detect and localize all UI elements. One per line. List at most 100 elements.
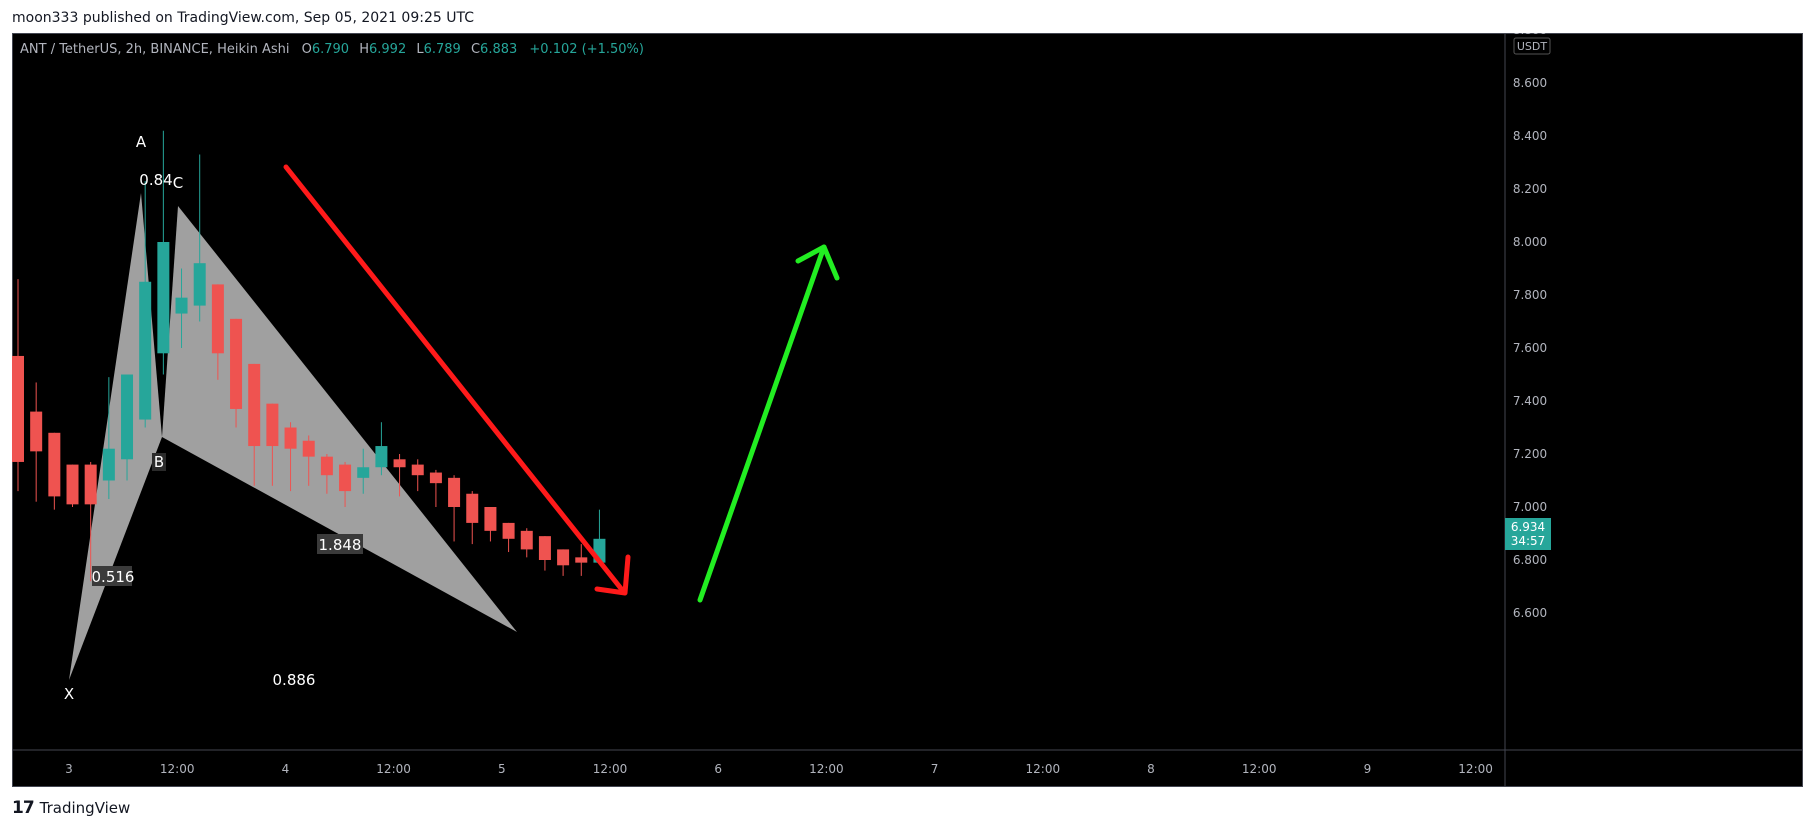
time-tick-4: 5 (498, 762, 506, 776)
candle-19 (357, 448, 370, 494)
candles-group (12, 130, 606, 582)
time-tick-12: 9 (1364, 762, 1372, 776)
legend-open: 6.790 (312, 42, 349, 57)
pattern-triangle-bcd (162, 206, 517, 632)
time-tick-1: 12:00 (160, 762, 195, 776)
candle-11 (211, 284, 224, 380)
last-price: 6.934 (1511, 520, 1545, 534)
price-tick-0: 8.800 (1513, 33, 1547, 37)
legend-symbol: ANT / TetherUS, 2h, BINANCE, Heikin Ashi (20, 42, 289, 57)
ratio-bd-label: 1.848 (319, 536, 362, 554)
last-price-badge (1505, 518, 1551, 550)
candle-9 (175, 268, 188, 348)
point-c-label: C (173, 174, 183, 192)
candle-12 (230, 318, 243, 428)
published-caption: moon333 published on TradingView.com, Se… (12, 10, 474, 26)
ratio-xb-label: 0.516 (92, 568, 135, 586)
time-axis[interactable]: 3 12:00 4 12:00 5 12:00 6 12:00 7 12:00 8 12:00 9 12:… (65, 762, 1493, 776)
time-tick-9: 12:00 (1026, 762, 1061, 776)
candle-28 (520, 528, 533, 558)
harmonic-pattern[interactable] (69, 193, 517, 680)
ratio-xb-badge (92, 566, 132, 586)
time-tick-10: 8 (1147, 762, 1155, 776)
candle-body (48, 432, 61, 497)
candle-body (357, 467, 370, 478)
time-tick-3: 12:00 (376, 762, 411, 776)
legend-change: +0.102 (+1.50%) (529, 42, 644, 57)
candle-18 (339, 461, 352, 507)
candle-body (448, 477, 461, 507)
price-tick-7: 7.400 (1513, 394, 1547, 408)
point-b-badge (152, 453, 166, 471)
price-tick-6: 7.600 (1513, 341, 1547, 355)
legend-high: 6.992 (369, 42, 406, 57)
candle-16 (302, 435, 315, 486)
candle-21 (393, 454, 406, 497)
candle-5 (102, 377, 115, 500)
symbol-legend: ANT / TetherUS, 2h, BINANCE, Heikin Ashi… (20, 42, 644, 57)
candle-body (466, 493, 479, 523)
time-tick-11: 12:00 (1242, 762, 1277, 776)
candle-body (502, 522, 515, 539)
time-tick-8: 7 (931, 762, 939, 776)
legend-o-label: O (302, 42, 312, 57)
price-tick-5: 7.800 (1513, 288, 1547, 302)
time-tick-5: 12:00 (593, 762, 628, 776)
candle-body (193, 263, 206, 306)
candle-body (557, 549, 570, 566)
candle-body (157, 242, 170, 354)
price-chart[interactable]: X A B C 0.516 0.84 1.848 0.886 ANT / Tet… (12, 33, 1803, 787)
candle-body (429, 472, 442, 484)
legend-h-label: H (359, 42, 369, 57)
candle-body (320, 456, 333, 476)
candle-20 (375, 422, 388, 476)
candle-body (538, 536, 551, 560)
candle-body (66, 464, 79, 505)
legend-low: 6.789 (424, 42, 461, 57)
candle-31 (575, 544, 588, 576)
candle-body (230, 318, 243, 409)
legend-l-label: L (416, 42, 424, 57)
candle-13 (248, 363, 261, 486)
footer-brand[interactable]: TradingView (39, 799, 131, 817)
price-tick-9: 7.000 (1513, 500, 1547, 514)
time-tick-2: 4 (282, 762, 290, 776)
candle-26 (484, 507, 497, 542)
candle-1 (30, 382, 43, 502)
tradingview-logo-icon[interactable]: 17 (12, 798, 35, 818)
time-tick-0: 3 (65, 762, 73, 776)
currency-label: USDT (1517, 40, 1548, 53)
candle-body (339, 464, 352, 492)
time-tick-6: 6 (714, 762, 722, 776)
candle-body (139, 281, 152, 420)
candle-body (520, 530, 533, 550)
candle-23 (429, 469, 442, 507)
candle-29 (538, 536, 551, 571)
currency-badge[interactable] (1513, 37, 1551, 55)
price-axis[interactable]: 8.800 8.600 8.400 8.200 8.000 7.800 7.600 7.400… (1513, 33, 1547, 620)
point-a-label: A (136, 133, 147, 151)
price-tick-2: 8.400 (1513, 129, 1547, 143)
candle-body (284, 427, 297, 449)
ratio-bd-badge (317, 534, 363, 554)
candle-0 (12, 279, 24, 492)
footer: 17 TradingView (12, 798, 130, 818)
price-tick-11: 6.600 (1513, 606, 1547, 620)
candle-27 (502, 522, 515, 553)
candle-body (12, 355, 24, 462)
candle-body (411, 464, 424, 476)
candle-15 (284, 422, 297, 492)
candle-body (102, 448, 115, 481)
candle-10 (193, 154, 206, 322)
price-tick-10: 6.800 (1513, 553, 1547, 567)
price-tick-1: 8.600 (1513, 76, 1547, 90)
up-arrow[interactable] (697, 244, 840, 603)
point-x-label: X (64, 685, 74, 703)
pattern-triangle-xab (69, 193, 162, 680)
point-b-label: B (154, 453, 164, 471)
bar-countdown: 34:57 (1511, 534, 1546, 548)
candle-body (575, 557, 588, 563)
candle-30 (557, 549, 570, 576)
down-arrow[interactable] (283, 164, 631, 596)
ratio-xd-label: 0.886 (273, 671, 316, 689)
